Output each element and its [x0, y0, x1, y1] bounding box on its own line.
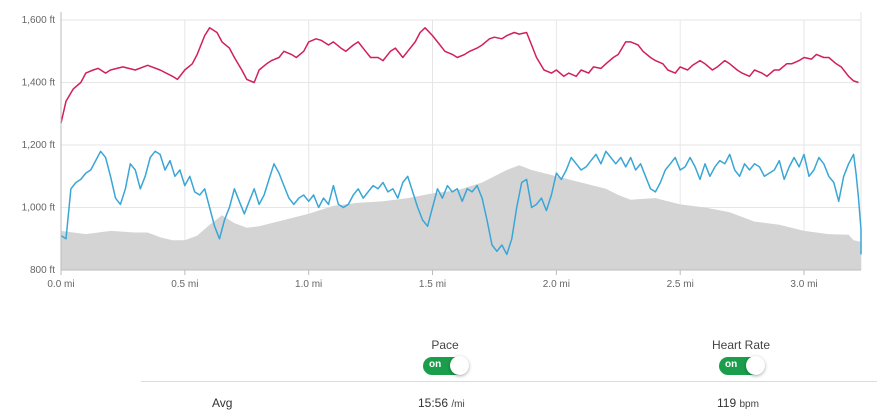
x-tick-label-0: 0.0 mi [47, 279, 74, 290]
y-tick-label-0: 800 ft [30, 265, 55, 276]
pace-toggle[interactable]: on [423, 356, 469, 375]
avg-row-label: Avg [212, 396, 233, 410]
avg-heart-rate-value: 119 [717, 396, 737, 410]
heart-rate-toggle[interactable]: on [719, 356, 765, 375]
series-line-0 [60, 27, 859, 124]
avg-heart-rate: 119 bpm [717, 396, 759, 410]
heart-rate-toggle-group: Heart Rate on [681, 338, 801, 380]
pace-label: Pace [431, 338, 459, 352]
y-tick-label-3: 1,400 ft [22, 78, 56, 89]
x-tick-label-1: 0.5 mi [171, 279, 198, 290]
x-tick-label-6: 3.0 mi [790, 279, 817, 290]
chart-axes: 800 ft 1,000 ft 1,200 ft 1,400 ft 1,600 ft 0.… [22, 12, 861, 290]
pace-toggle-group: Pace on [385, 338, 505, 380]
heart-rate-label: Heart Rate [711, 338, 771, 352]
x-tick-label-5: 2.5 mi [667, 279, 694, 290]
summary-divider [141, 381, 877, 382]
avg-heart-rate-unit: bpm [739, 399, 759, 410]
avg-pace-unit: /mi [451, 399, 465, 410]
heart-rate-toggle-knob [746, 356, 765, 375]
pace-toggle-state: on [429, 359, 442, 370]
x-tick-label-2: 1.0 mi [295, 279, 322, 290]
elevation-area-0 [61, 165, 861, 270]
y-tick-label-1: 1,000 ft [22, 203, 56, 214]
pace-toggle-knob [450, 356, 469, 375]
y-tick-label-4: 1,600 ft [22, 15, 56, 26]
x-tick-label-4: 2.0 mi [543, 279, 570, 290]
avg-pace: 15:56 /mi [418, 396, 465, 410]
elevation-chart: 800 ft 1,000 ft 1,200 ft 1,400 ft 1,600 ft 0.… [22, 12, 862, 290]
y-tick-label-2: 1,200 ft [22, 140, 56, 151]
series-line-1 [60, 150, 862, 256]
avg-pace-value: 15:56 [418, 396, 449, 410]
x-tick-label-3: 1.5 mi [419, 279, 446, 290]
heart-rate-toggle-state: on [725, 359, 738, 370]
chart-series [60, 27, 862, 270]
